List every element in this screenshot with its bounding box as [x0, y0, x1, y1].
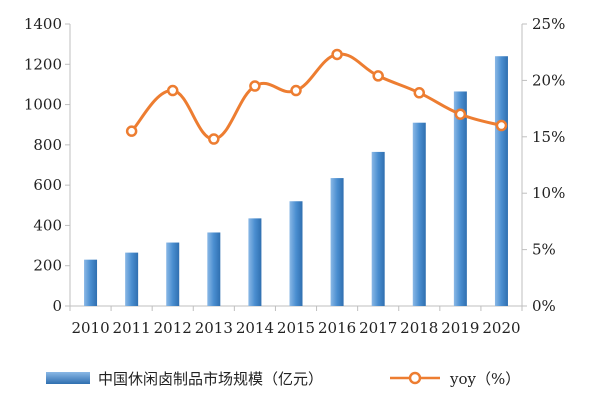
x-tick-label: 2017 [359, 319, 397, 337]
left-tick-label: 0 [52, 297, 62, 315]
x-tick-label: 2010 [71, 319, 109, 337]
right-tick-label: 0% [532, 297, 556, 315]
bar-2018 [412, 122, 426, 306]
bar-2017 [371, 151, 385, 306]
legend: 中国休闲卤制品市场规模（亿元） yoy（%） [46, 370, 520, 388]
right-tick-label: 5% [532, 241, 556, 259]
bar-2015 [289, 201, 303, 306]
left-tick-label: 200 [33, 257, 62, 275]
yoy-point-2011 [125, 125, 138, 137]
bar-2014 [248, 218, 262, 306]
x-tick-label: 2020 [482, 319, 520, 337]
legend-line-label: yoy（%） [449, 370, 520, 388]
legend-bar-label: 中国休闲卤制品市场规模（亿元） [98, 370, 323, 388]
left-tick-label: 800 [33, 136, 62, 154]
yoy-point-2015 [290, 84, 302, 97]
right-tick-label: 25% [532, 15, 565, 33]
x-tick-label: 2019 [441, 319, 479, 337]
x-tick-label: 2015 [277, 319, 315, 337]
x-tick-label: 2016 [318, 319, 356, 337]
yoy-point-2012 [166, 84, 179, 97]
right-tick-label: 15% [532, 128, 565, 146]
bar-2016 [330, 178, 344, 306]
bar-series [84, 56, 508, 306]
yoy-point-2019 [454, 108, 467, 120]
yoy-point-2018 [413, 87, 426, 99]
legend-line-marker [408, 371, 422, 385]
x-tick-label: 2014 [236, 319, 274, 337]
yoy-point-2016 [331, 48, 343, 61]
left-tick-label: 1200 [24, 55, 62, 73]
bar-2011 [125, 252, 139, 306]
yoy-point-2020 [495, 119, 508, 132]
yoy-point-2017 [372, 70, 384, 82]
bar-2019 [453, 91, 467, 306]
yoy-point-2013 [208, 133, 220, 145]
left-tick-label: 400 [33, 216, 62, 234]
left-tick-label: 600 [33, 176, 62, 194]
x-tick-label: 2013 [195, 319, 233, 337]
bar-2012 [166, 242, 180, 306]
line-series [125, 48, 508, 145]
x-tick-label: 2018 [400, 319, 438, 337]
bar-2010 [84, 259, 98, 306]
yoy-line [130, 52, 502, 141]
x-tick-label: 2011 [113, 319, 151, 337]
left-tick-label: 1400 [24, 15, 62, 33]
right-tick-label: 20% [532, 71, 565, 89]
legend-bar-swatch [46, 372, 90, 384]
x-tick-label: 2012 [154, 319, 192, 337]
right-tick-label: 10% [532, 184, 565, 202]
yoy-point-2014 [249, 80, 261, 92]
bar-2013 [207, 232, 221, 306]
bar-2020 [494, 56, 508, 306]
tick-labels: 0 200 400 600 800 1000 1200 1400 0% 5% 10% 15% 20% 25… [24, 15, 566, 337]
left-tick-label: 1000 [24, 96, 62, 114]
